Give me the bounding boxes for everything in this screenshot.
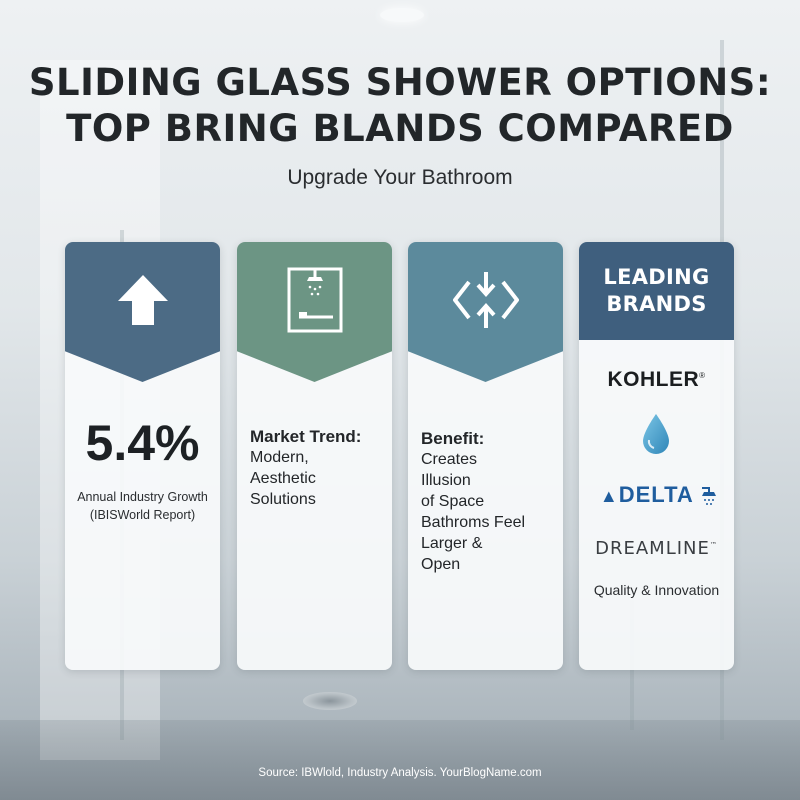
shower-head-icon [702,487,717,506]
trend-line: Aesthetic [250,470,316,487]
shower-enclosure-icon [287,267,342,333]
delta-logo-text: DELTA [618,482,693,507]
brands-tagline: Quality & Innovation [593,582,720,598]
benefit-line: Bathroms Feel [421,514,526,531]
brands-card: LEADING BRANDS KOHLER® ▲DELTA DREAMLINE™… [579,242,734,670]
subtitle: Upgrade Your Bathroom [287,166,513,189]
growth-value: 5.4% [85,415,200,471]
shower-drain [303,692,357,710]
ceiling-light [380,8,424,22]
brands-header-line-1: LEADING [603,265,710,289]
source-footer: Source: IBWlold, Industry Analysis. Your… [258,767,542,779]
benefit-text: Benefit: Creates Illusion of Space Bathr… [421,428,561,575]
water-drop-icon [643,414,669,454]
delta-logo: ▲DELTA [589,482,729,508]
up-arrow-icon [117,275,168,325]
shower-floor [0,720,800,800]
brands-header-line-2: BRANDS [606,292,707,316]
trend-card-header [237,242,392,382]
brands-card-header: LEADING BRANDS [579,242,734,340]
trend-text: Market Trend: Modern, Aesthetic Solution… [250,426,390,510]
growth-caption: Annual Industry Growth (IBISWorld Report… [65,488,220,524]
growth-card: 5.4% Annual Industry Growth (IBISWorld R… [65,242,220,670]
benefit-line: Illusion [421,472,471,489]
title-line-2: TOP BRING BLANDS COMPARED [66,107,734,150]
trend-card: Market Trend: Modern, Aesthetic Solution… [237,242,392,670]
trend-line: Solutions [250,491,316,508]
growth-caption-line-2: (IBISWorld Report) [89,508,196,522]
kohler-logo: KOHLER® [607,368,706,391]
trend-line: Modern, [250,449,309,466]
benefit-line: Larger & [421,535,483,552]
trend-label: Market Trend: [250,427,362,446]
benefit-card: Benefit: Creates Illusion of Space Bathr… [408,242,563,670]
dreamline-logo-text: DREAMLINE [595,538,710,559]
kohler-logo-text: KOHLER [607,368,700,391]
page-title: SLIDING GLASS SHOWER OPTIONS: TOP BRING … [0,60,800,152]
benefit-line: Creates [421,451,478,468]
growth-caption-line-1: Annual Industry Growth [77,490,208,504]
expand-arrows-icon [452,272,519,328]
benefit-line: Open [421,556,461,573]
growth-card-header [65,242,220,382]
benefit-line: of Space [421,493,485,510]
title-line-1: SLIDING GLASS SHOWER OPTIONS: [28,61,772,104]
benefit-label: Benefit: [421,429,485,448]
benefit-card-header [408,242,563,382]
dreamline-logo: DREAMLINE™ [595,538,718,559]
